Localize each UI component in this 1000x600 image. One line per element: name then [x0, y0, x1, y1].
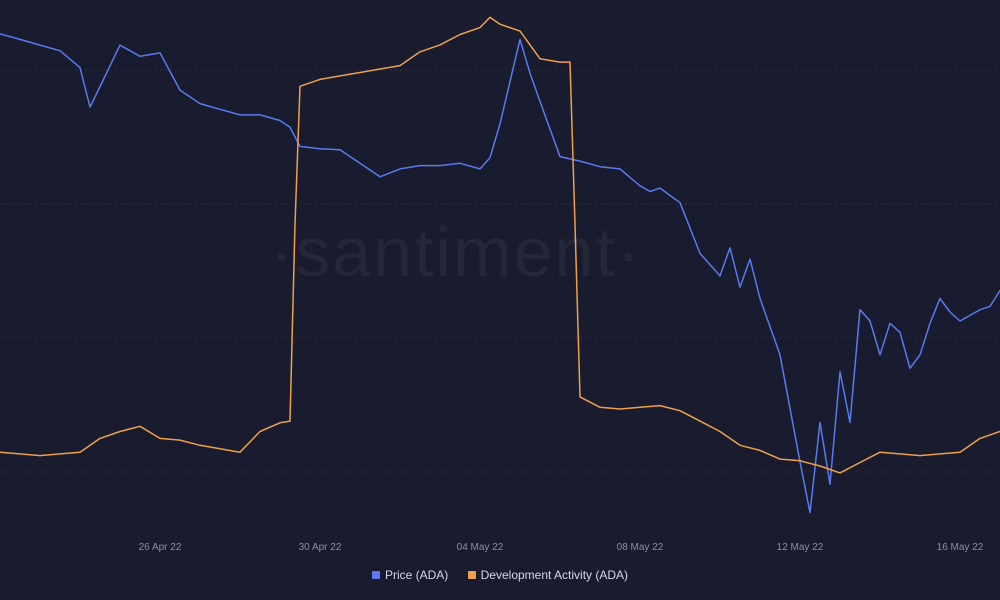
gridlines: [0, 69, 1000, 473]
x-tick-label: 16 May 22: [937, 542, 984, 553]
x-tick-label: 04 May 22: [457, 542, 504, 553]
legend-label-price: Price (ADA): [384, 568, 449, 582]
legend-label-dev-activity: Development Activity (ADA): [480, 568, 629, 582]
x-tick-label: 26 Apr 22: [139, 542, 182, 553]
legend-item-dev-activity[interactable]: Development Activity (ADA): [467, 568, 629, 582]
x-tick-label: 30 Apr 22: [299, 542, 342, 553]
series-lines: [0, 16, 1000, 514]
x-tick-label: 12 May 22: [777, 542, 824, 553]
legend: Price (ADA) Development Activity (ADA): [0, 568, 1000, 582]
dev-activity-series-line[interactable]: [0, 16, 1000, 474]
dev-activity-legend-swatch: [467, 571, 476, 579]
legend-item-price[interactable]: Price (ADA): [371, 568, 449, 582]
x-axis-ticks: 26 Apr 22 30 Apr 22 04 May 22 08 May 22 12 M…: [139, 542, 984, 553]
price-legend-swatch: [371, 571, 380, 579]
santiment-watermark: ·santiment·: [270, 213, 643, 291]
price-series-line[interactable]: [0, 33, 1000, 514]
x-tick-label: 08 May 22: [617, 542, 664, 553]
